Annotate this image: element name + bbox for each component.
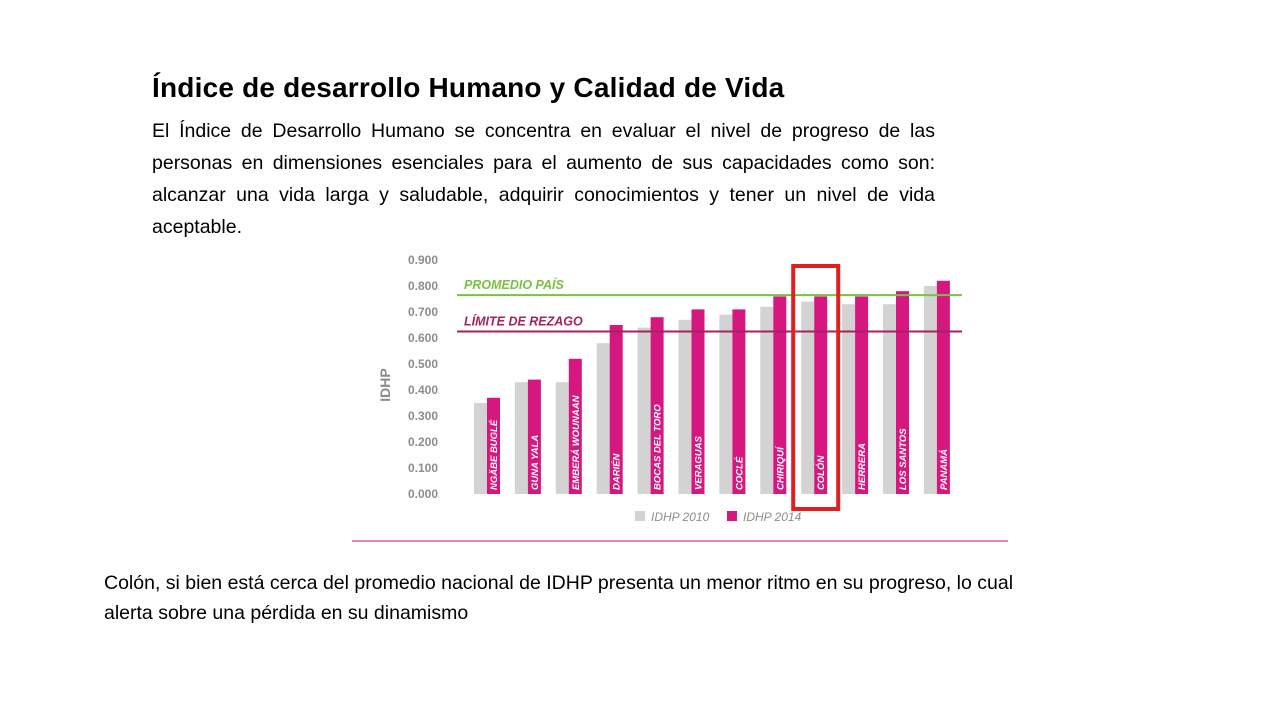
category-label: DARIÉN (612, 452, 623, 490)
category-label: CHIRIQUÍ (775, 445, 786, 490)
bar-idhp-2010 (555, 382, 569, 494)
bar-idhp-2014 (896, 291, 909, 494)
y-tick-label: 0.700 (408, 305, 438, 319)
bar-idhp-2010 (637, 327, 651, 494)
category-label: GUNA YALA (530, 435, 541, 490)
bar-idhp-2014 (691, 309, 705, 494)
bar-idhp-2010 (678, 319, 692, 494)
y-axis-title: IDHP (377, 368, 393, 401)
colon-highlight-box (791, 264, 841, 511)
y-tick-label: 0.400 (408, 383, 438, 397)
bar-idhp-2010 (474, 403, 487, 494)
bar-idhp-2010 (801, 301, 815, 494)
bar-idhp-2014 (568, 358, 582, 494)
legend-swatch-2014 (727, 511, 737, 521)
bar-idhp-2014 (814, 296, 828, 494)
idhp-bar-chart: 0.900 0.800 0.700 0.600 0.500 0.400 0.300 0.200… (350, 245, 1010, 547)
y-tick-label: 0.000 (408, 487, 438, 501)
bar-idhp-2010 (719, 314, 733, 494)
legend-label-2014: IDHP 2014 (743, 510, 802, 524)
bar-idhp-2010 (760, 306, 774, 494)
y-tick-label: 0.200 (408, 435, 438, 449)
bar-idhp-2010 (514, 382, 528, 494)
intro-paragraph: El Índice de Desarrollo Humano se concen… (152, 120, 935, 238)
category-label: EMBERÁ WOUNAAN (571, 394, 582, 490)
y-tick-label: 0.800 (408, 279, 438, 293)
bar-idhp-2010 (883, 304, 896, 494)
category-label: COLÓN (815, 455, 827, 490)
bar-idhp-2014 (732, 309, 746, 494)
limite-rezago-label: LÍMITE DE REZAGO (464, 314, 583, 329)
bar-idhp-2014 (609, 325, 623, 494)
y-tick-label: 0.600 (408, 331, 438, 345)
category-label: NGÄBE BUGLÉ (489, 419, 500, 490)
category-label: LOS SANTOS (898, 428, 909, 490)
category-label: HERRERA (857, 443, 868, 490)
legend-label-2010: IDHP 2010 (651, 510, 710, 524)
bar-idhp-2010 (596, 343, 610, 494)
bar-idhp-2014 (650, 317, 664, 494)
bar-idhp-2014 (773, 296, 787, 494)
slide-title: Índice de desarrollo Humano y Calidad de… (152, 72, 785, 103)
bar-idhp-2014 (855, 296, 869, 494)
y-tick-label: 0.500 (408, 357, 438, 371)
bar-idhp-2010 (842, 304, 856, 494)
category-label: VERAGUAS (694, 435, 705, 490)
y-tick-label: 0.900 (408, 253, 438, 267)
bar-idhp-2014 (527, 379, 541, 494)
legend-swatch-2010 (635, 511, 645, 521)
bar-idhp-2014 (936, 280, 950, 494)
y-tick-label: 0.300 (408, 409, 438, 423)
bar-idhp-2010 (923, 286, 937, 494)
promedio-pais-label: PROMEDIO PAÍS (464, 277, 564, 292)
conclusion-paragraph: Colón, si bien está cerca del promedio n… (104, 572, 1014, 624)
category-label: PANAMÁ (939, 449, 950, 490)
category-label: BOCAS DEL TORO (653, 404, 664, 490)
category-label: COCLÉ (734, 456, 745, 490)
chart-svg: 0.900 0.800 0.700 0.600 0.500 0.400 0.300 0.200… (352, 253, 1008, 542)
y-tick-label: 0.100 (408, 461, 438, 475)
bar-idhp-2014 (487, 397, 500, 494)
